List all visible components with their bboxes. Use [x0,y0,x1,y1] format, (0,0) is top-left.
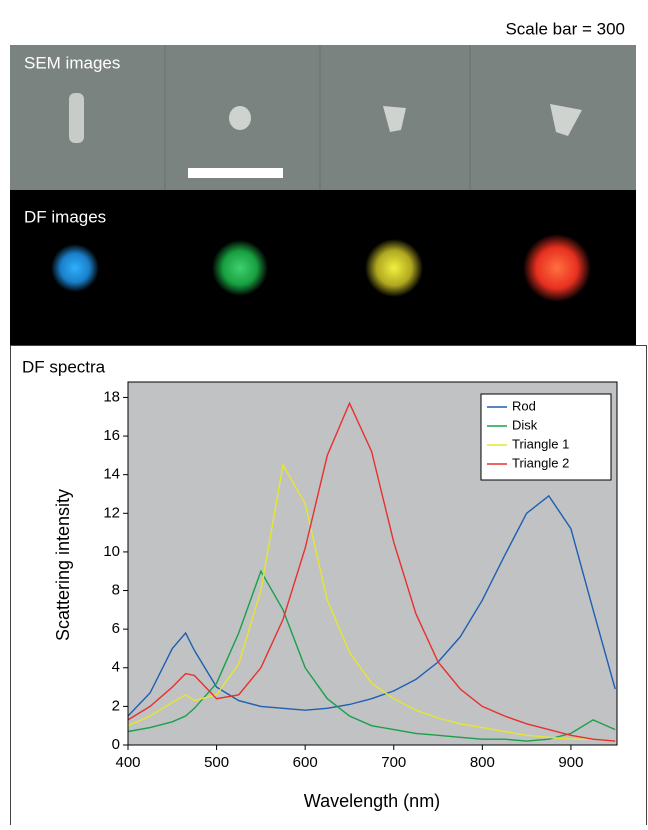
x-tick-label: 800 [470,754,495,771]
y-axis-title: Scattering intensity [53,489,73,641]
series-line [127,462,616,742]
series-line [127,494,616,717]
scale-bar [188,168,283,178]
legend-label: Rod [512,398,536,413]
legend-label: Disk [512,417,538,432]
y-tick-label: 6 [112,620,120,637]
df-spot [212,240,268,296]
y-tick-label: 14 [103,466,120,483]
df-spot [365,239,423,297]
y-tick-label: 10 [103,543,120,560]
sem-background [10,45,636,190]
triangle-particle [383,106,406,132]
panel-label: SEM images [24,53,120,72]
scale-bar-label: Scale bar = 300 [505,19,625,38]
disk-particle [229,106,251,130]
x-tick-label: 400 [115,754,140,771]
y-tick-label: 2 [112,697,120,714]
y-tick-label: 8 [112,582,120,599]
sem-panel: SEM images [10,45,636,190]
df-spot [51,244,99,292]
y-tick-label: 16 [103,427,120,444]
y-tick-label: 18 [103,388,120,405]
x-axis-title: Wavelength (nm) [304,791,440,811]
panel-label: DF spectra [22,357,106,376]
rod-particle [69,93,84,143]
x-tick-label: 900 [558,754,583,771]
legend-label: Triangle 2 [512,455,569,470]
x-tick-label: 700 [381,754,406,771]
triangle-particle [550,104,582,136]
df-panel: DF images [10,190,636,345]
legend-box [480,393,612,481]
series-line [127,569,616,742]
y-tick-label: 4 [112,659,120,676]
legend-label: Triangle 1 [512,436,569,451]
y-tick-label: 12 [103,504,120,521]
x-tick-label: 500 [204,754,229,771]
y-tick-label: 0 [112,736,120,753]
series-line [127,401,616,742]
x-tick-label: 600 [293,754,318,771]
df-spot [523,234,591,302]
panel-label: DF images [24,207,106,226]
plot-frame [127,381,618,746]
